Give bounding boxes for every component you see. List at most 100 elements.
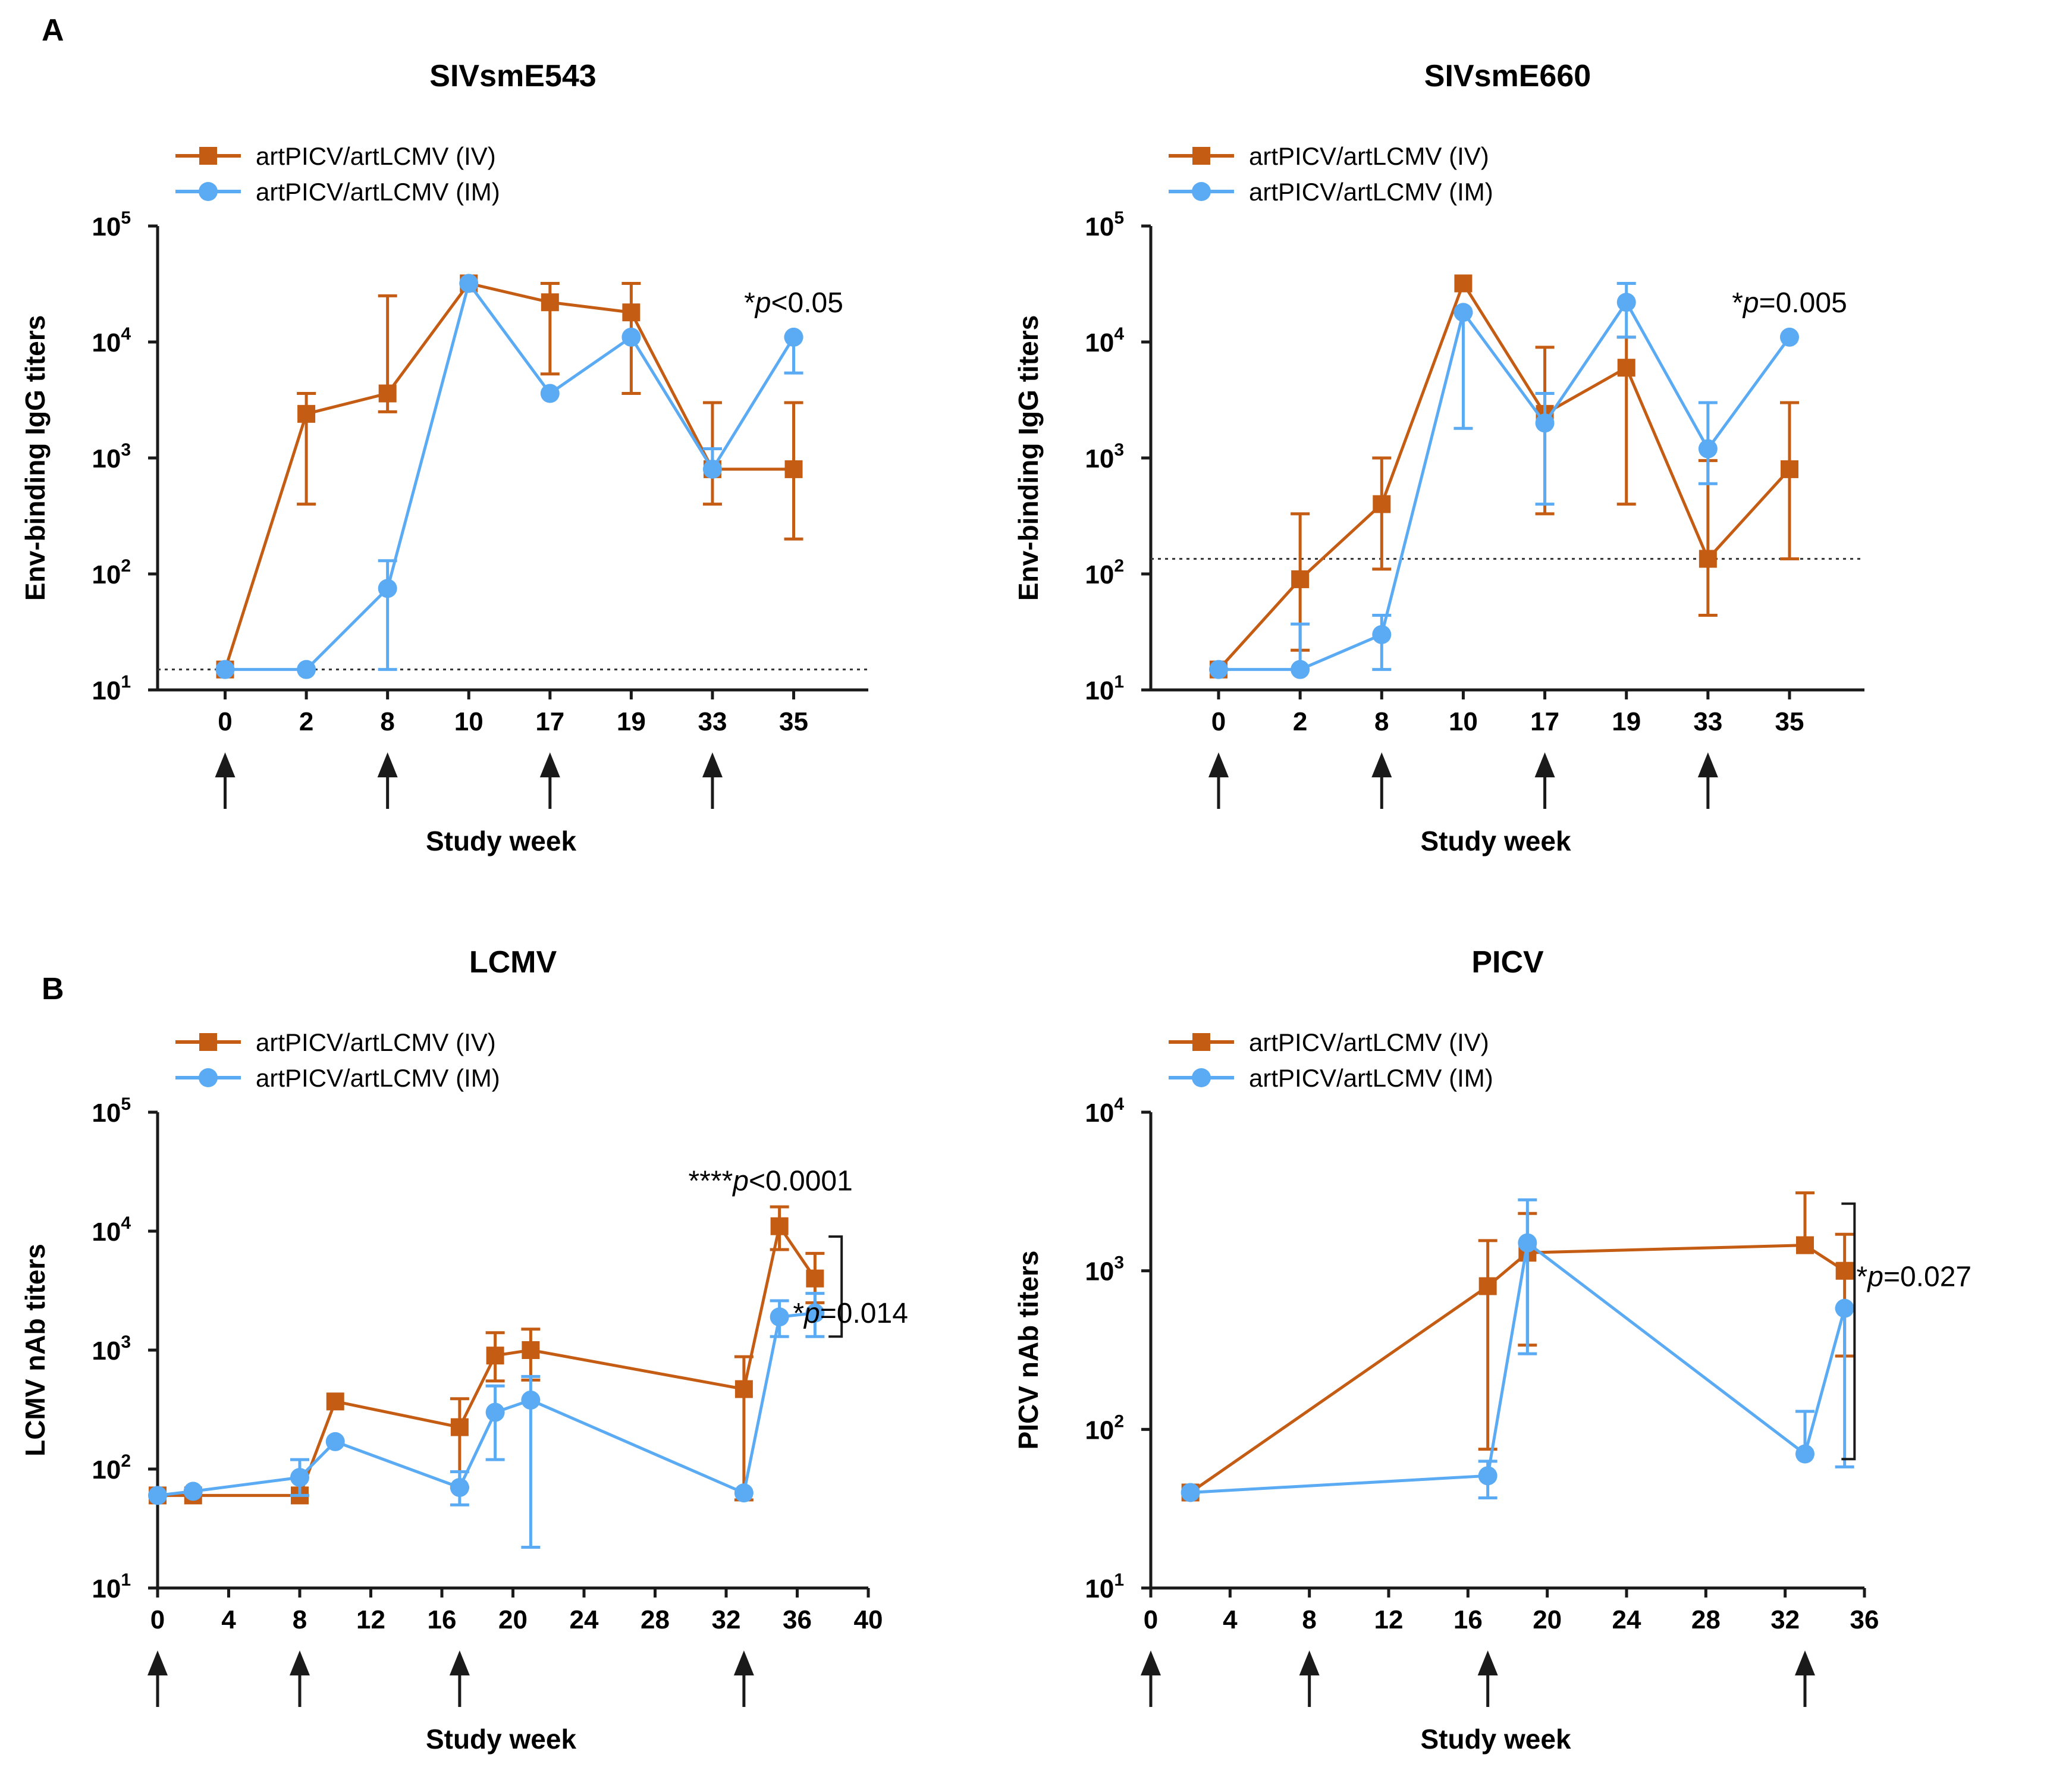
x-tick-label: 19 — [1612, 707, 1641, 736]
data-point-iv — [297, 404, 316, 423]
series-line-im — [157, 1311, 815, 1497]
data-point-iv — [1699, 550, 1717, 568]
y-tick-base: 10 — [1085, 1574, 1114, 1603]
y-tick-base: 10 — [92, 328, 121, 357]
y-tick-label: 102 — [1085, 1411, 1124, 1445]
y-tick-exponent: 2 — [121, 1451, 131, 1471]
data-point-iv — [806, 1269, 824, 1288]
y-tick-exponent: 2 — [121, 556, 131, 576]
y-tick-label: 104 — [1085, 324, 1124, 357]
x-tick-label: 20 — [498, 1605, 528, 1634]
series-line-iv — [1217, 281, 1791, 671]
significance-label: *p=0.027 — [1857, 1261, 1972, 1293]
immunization-arrow-head — [1371, 752, 1392, 777]
y-axis-label: PICV nAb titers — [1013, 1251, 1044, 1450]
data-point-iv — [734, 1380, 753, 1398]
data-point-im — [1478, 1466, 1498, 1486]
y-tick-exponent: 1 — [121, 672, 131, 692]
y-tick-exponent: 1 — [121, 1570, 131, 1590]
x-tick-label: 33 — [698, 707, 727, 736]
y-tick-base: 10 — [92, 1099, 121, 1128]
significance-p: p — [803, 1298, 820, 1329]
immunization-arrow-head — [733, 1650, 754, 1675]
significance-label: *p=0.014 — [793, 1298, 908, 1329]
data-point-iv — [1617, 359, 1635, 377]
y-tick-base: 10 — [92, 212, 121, 241]
data-point-iv — [326, 1392, 344, 1411]
y-tick-exponent: 1 — [1114, 1570, 1124, 1590]
y-tick-label: 103 — [1085, 1253, 1124, 1286]
y-tick-label: 105 — [92, 1094, 131, 1128]
x-tick-label: 19 — [617, 707, 646, 736]
y-tick-base: 10 — [92, 444, 121, 473]
y-tick-base: 10 — [92, 1217, 121, 1247]
chart-lcmv: LCMV artPICV/artLCMV (IV) artPICV/artLCMV … — [20, 945, 908, 1755]
immunization-arrow-head — [147, 1650, 168, 1675]
data-point-im — [1209, 660, 1228, 679]
significance-value: <0.05 — [771, 287, 843, 319]
data-point-im — [621, 327, 641, 347]
y-tick-exponent: 4 — [1114, 324, 1124, 344]
chart-title: SIVsmE543 — [429, 59, 596, 93]
x-tick-label: 2 — [299, 707, 313, 736]
x-tick-label: 8 — [1302, 1605, 1316, 1634]
data-point-iv — [1454, 274, 1473, 293]
significance-bracket — [828, 1235, 843, 1338]
data-point-iv — [1781, 460, 1798, 478]
data-point-iv — [1291, 570, 1310, 588]
immunization-arrow-head — [215, 752, 236, 777]
y-tick-exponent: 3 — [1114, 1253, 1124, 1273]
significance-p: p — [1742, 287, 1759, 319]
y-tick-base: 10 — [1085, 676, 1114, 705]
y-tick-label: 101 — [1085, 1570, 1124, 1603]
data-point-im — [1698, 439, 1718, 459]
immunization-arrow-head — [1299, 1650, 1320, 1675]
y-tick-exponent: 3 — [121, 440, 131, 460]
legend-label-iv: artPICV/artLCMV (IV) — [1249, 1028, 1489, 1056]
y-tick-exponent: 1 — [1114, 672, 1124, 692]
legend-label-iv: artPICV/artLCMV (IV) — [256, 1028, 496, 1056]
y-tick-base: 10 — [92, 560, 121, 589]
significance-label: ****p<0.0001 — [689, 1166, 853, 1197]
chart-title: LCMV — [469, 945, 557, 980]
data-point-im — [1780, 327, 1799, 347]
data-point-im — [1518, 1233, 1537, 1253]
data-point-im — [290, 1468, 309, 1487]
x-tick-label: 8 — [1374, 707, 1389, 736]
legend-label-im: artPICV/artLCMV (IM) — [1249, 178, 1493, 206]
data-point-im — [1616, 293, 1636, 312]
data-point-im — [1535, 413, 1555, 433]
x-tick-label: 28 — [641, 1605, 670, 1634]
data-point-im — [770, 1307, 789, 1327]
legend-label-im: artPICV/artLCMV (IM) — [256, 1064, 500, 1092]
significance-p: p — [732, 1166, 749, 1197]
immunization-arrow-head — [449, 1650, 470, 1675]
x-tick-label: 16 — [1453, 1605, 1483, 1634]
x-tick-label: 32 — [1770, 1605, 1800, 1634]
y-axis-label: Env-binding IgG titers — [20, 315, 51, 601]
y-tick-exponent: 3 — [121, 1332, 131, 1352]
legend-marker-im — [1192, 1068, 1211, 1087]
data-point-im — [378, 579, 397, 598]
data-point-im — [784, 327, 803, 347]
y-tick-label: 104 — [1085, 1094, 1124, 1128]
data-point-iv — [1835, 1261, 1854, 1280]
significance-label: *p<0.05 — [744, 287, 843, 319]
x-axis-label: Study week — [1420, 826, 1571, 856]
y-tick-label: 104 — [92, 324, 131, 357]
significance-label: *p=0.005 — [1732, 287, 1847, 319]
data-point-im — [1181, 1483, 1200, 1502]
series-line-iv — [1189, 1244, 1846, 1494]
x-tick-label: 0 — [218, 707, 232, 736]
y-axis-label: Env-binding IgG titers — [1013, 315, 1044, 601]
data-point-im — [459, 274, 479, 293]
y-tick-base: 10 — [1085, 1099, 1114, 1128]
data-point-im — [450, 1477, 469, 1497]
y-tick-exponent: 4 — [1114, 1094, 1124, 1114]
legend-label-iv: artPICV/artLCMV (IV) — [256, 142, 496, 170]
significance-stars: * — [1857, 1261, 1868, 1293]
data-point-im — [148, 1486, 167, 1505]
y-tick-label: 102 — [1085, 556, 1124, 589]
x-tick-label: 24 — [1612, 1605, 1641, 1634]
